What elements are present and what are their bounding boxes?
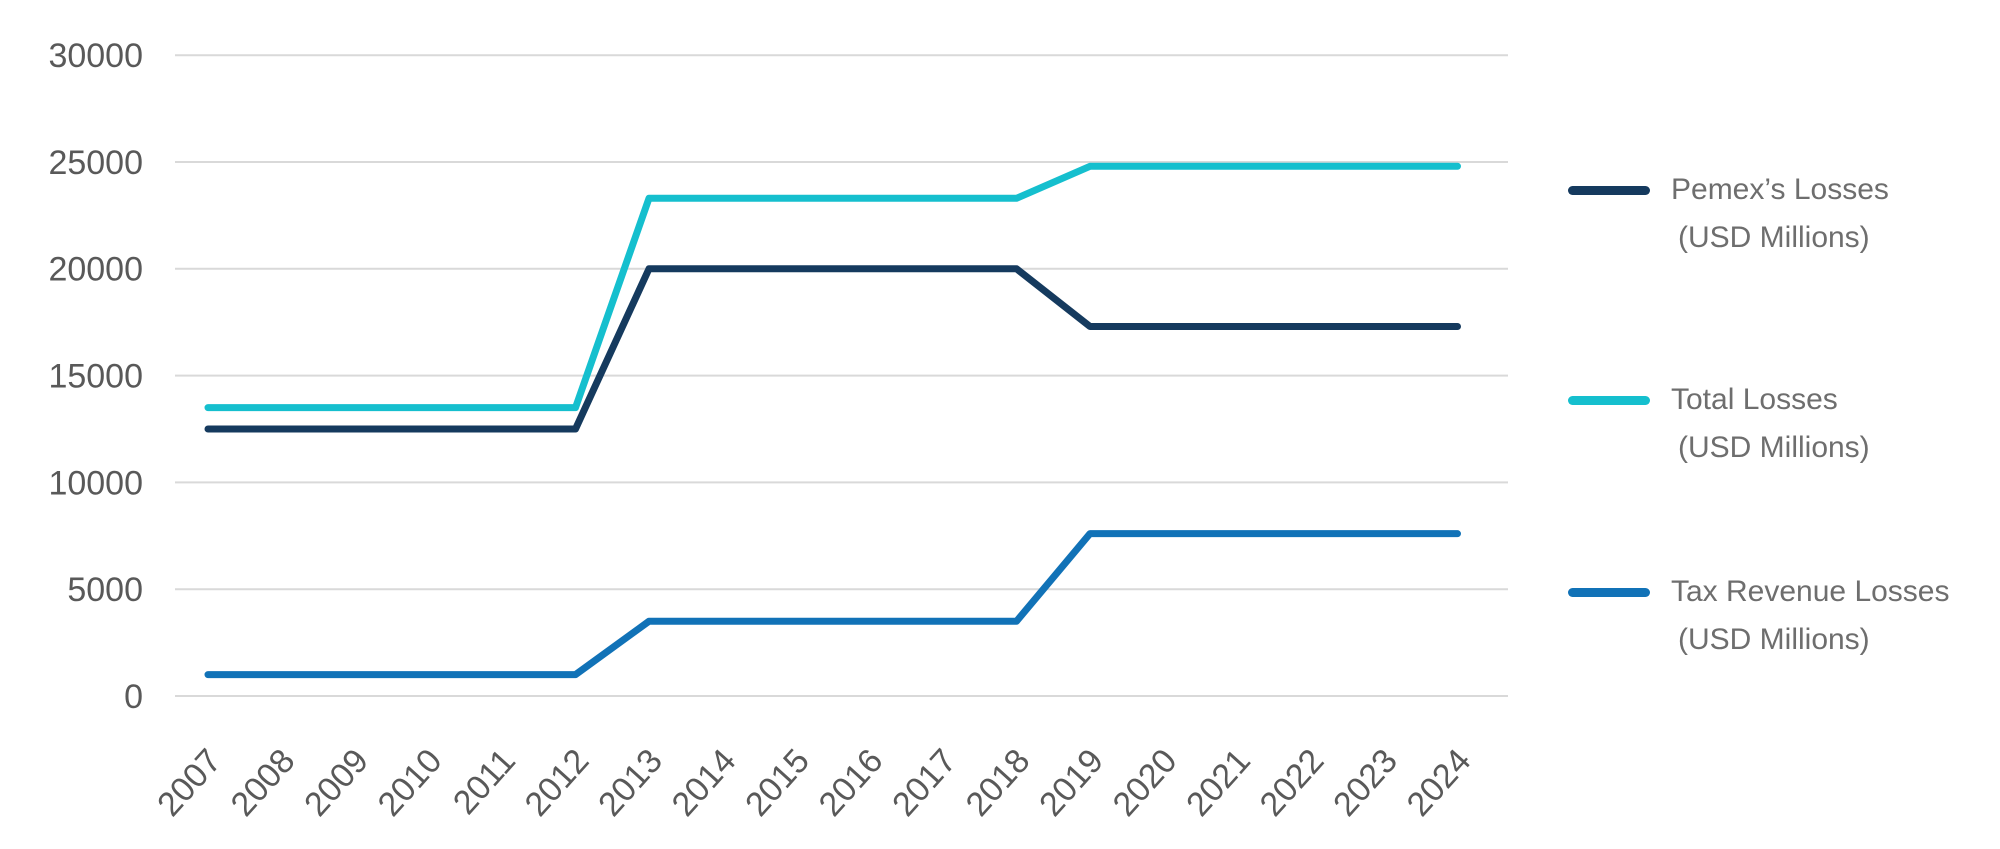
legend-label-line2: (USD Millions)	[1678, 623, 1870, 656]
legend-label-pemex-losses: Pemex’s Losses (USD Millions)	[1671, 166, 1889, 262]
legend-label-line1: Total Losses	[1671, 383, 1838, 416]
x-axis-label: 2022	[1253, 742, 1332, 824]
series-line-total-losses	[204, 162, 1461, 412]
legend-item-tax-revenue-losses: Tax Revenue Losses (USD Millions)	[1568, 568, 1950, 664]
legend-swatch-tax-revenue-losses	[1568, 588, 1650, 597]
y-axis-label: 15000	[48, 358, 143, 396]
chart-legend: Pemex’s Losses (USD Millions) Total Loss…	[1568, 0, 1998, 849]
legend-label-line2: (USD Millions)	[1678, 431, 1870, 464]
x-axis-label: 2008	[224, 742, 303, 824]
legend-item-total-losses: Total Losses (USD Millions)	[1568, 376, 1870, 472]
y-axis-label: 25000	[48, 144, 143, 182]
legend-swatch-total-losses	[1568, 396, 1650, 405]
y-axis-label: 0	[124, 678, 143, 716]
x-axis-label: 2019	[1032, 742, 1111, 824]
x-axis-label: 2017	[885, 742, 964, 824]
series-line-pemex-losses	[204, 265, 1461, 433]
x-axis-label: 2018	[959, 742, 1038, 824]
x-axis-label: 2014	[665, 742, 744, 824]
y-axis-label: 10000	[48, 464, 143, 502]
x-axis-label: 2011	[446, 742, 523, 822]
legend-label-line1: Pemex’s Losses	[1671, 173, 1889, 206]
x-axis-label: 2024	[1400, 742, 1479, 824]
x-axis-label: 2023	[1326, 742, 1405, 824]
legend-label-tax-revenue-losses: Tax Revenue Losses (USD Millions)	[1671, 568, 1950, 664]
legend-swatch-pemex-losses	[1568, 186, 1650, 195]
x-axis-label: 2021	[1179, 742, 1258, 824]
x-axis-label: 2010	[371, 742, 450, 824]
x-axis-label: 2020	[1106, 742, 1185, 824]
x-axis-label: 2015	[738, 742, 817, 824]
y-axis-label: 20000	[48, 251, 143, 289]
x-axis-label: 2016	[812, 742, 891, 824]
legend-label-line2: (USD Millions)	[1678, 221, 1870, 254]
legend-item-pemex-losses: Pemex’s Losses (USD Millions)	[1568, 166, 1889, 262]
y-axis-label: 5000	[67, 571, 143, 609]
y-axis-label: 30000	[48, 37, 143, 75]
legend-label-line1: Tax Revenue Losses	[1671, 575, 1950, 608]
x-axis-label: 2007	[150, 742, 229, 824]
x-axis-label: 2012	[518, 742, 597, 824]
series-line-tax-revenue-losses	[204, 530, 1461, 679]
x-axis-label: 2013	[591, 742, 670, 824]
legend-label-total-losses: Total Losses (USD Millions)	[1671, 376, 1870, 472]
x-axis-label: 2009	[297, 742, 376, 824]
